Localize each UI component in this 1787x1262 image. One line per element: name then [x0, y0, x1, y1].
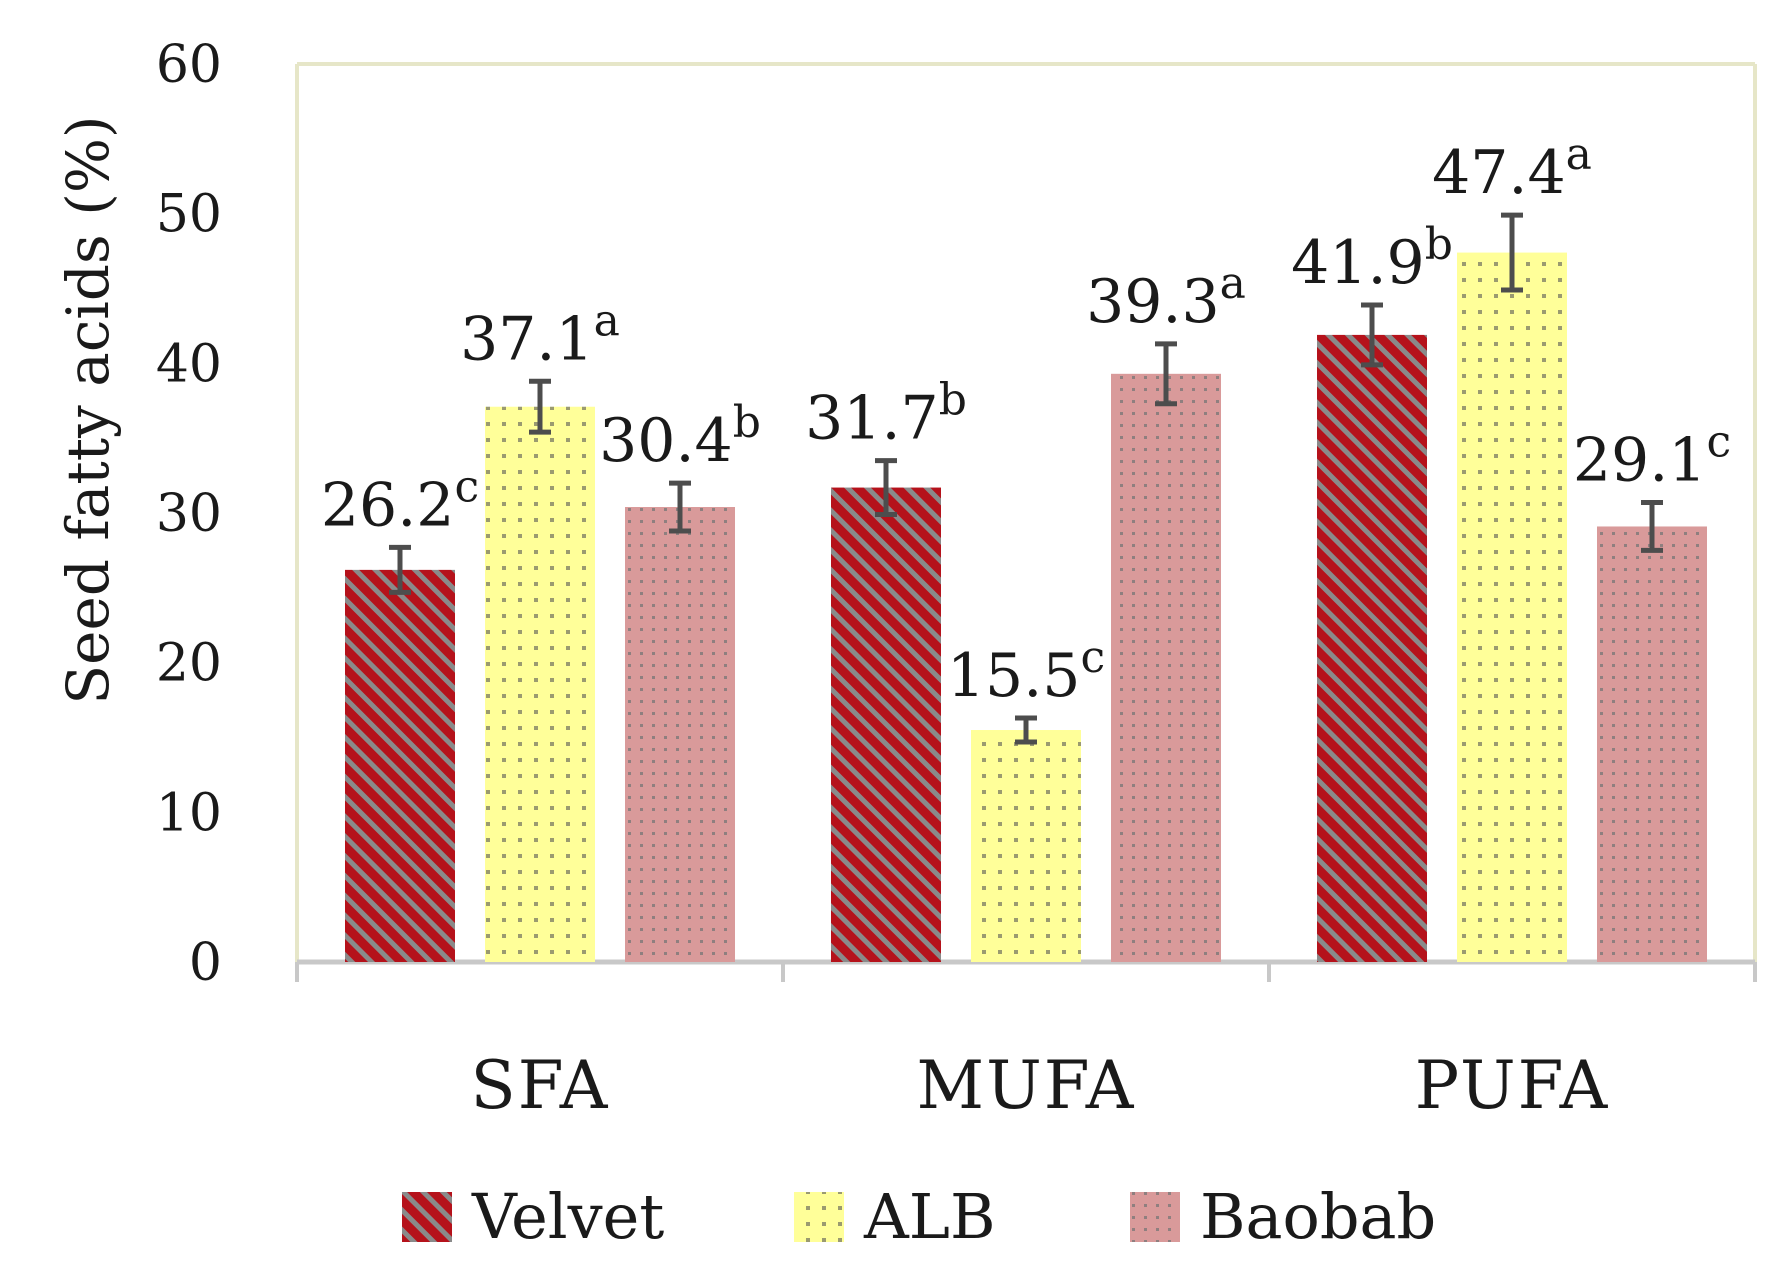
legend-item-baobab: Baobab — [1130, 1180, 1436, 1253]
data-label-baobab-pufa: 29.1c — [1573, 417, 1731, 496]
error-bar-alb-pufa — [1501, 212, 1523, 293]
bar-baobab-sfa — [625, 507, 735, 962]
bar-alb-mufa — [971, 730, 1081, 962]
error-bar-baobab-sfa — [669, 480, 691, 534]
error-bar-baobab-mufa — [1155, 341, 1177, 407]
legend-swatch-velvet — [402, 1192, 452, 1242]
bar-baobab-pufa — [1597, 526, 1707, 962]
y-tick-label-10: 10 — [156, 783, 222, 843]
data-label-velvet-mufa: 31.7b — [805, 375, 967, 454]
data-label-value: 37.1 — [460, 304, 594, 374]
data-label-letter: a — [594, 295, 620, 346]
data-label-velvet-sfa: 26.2c — [321, 461, 479, 540]
data-label-velvet-pufa: 41.9b — [1291, 219, 1453, 298]
data-label-alb-pufa: 47.4a — [1432, 129, 1592, 208]
data-label-value: 30.4 — [599, 406, 733, 476]
data-label-value: 29.1 — [1573, 426, 1707, 496]
data-label-baobab-mufa: 39.3a — [1086, 258, 1246, 337]
legend-label-alb: ALB — [863, 1180, 996, 1253]
category-labels: SFA MUFA PUFA — [471, 1047, 1610, 1124]
data-label-baobab-sfa: 30.4b — [599, 397, 761, 476]
data-label-letter: a — [1220, 258, 1246, 309]
bar-velvet-sfa — [345, 569, 455, 962]
legend: Velvet ALB Baobab — [402, 1180, 1436, 1253]
legend-label-baobab: Baobab — [1200, 1180, 1436, 1253]
category-label-pufa: PUFA — [1415, 1047, 1610, 1124]
error-bar-velvet-sfa — [389, 544, 411, 595]
y-tick-label-30: 30 — [156, 484, 222, 544]
data-label-value: 39.3 — [1086, 267, 1220, 337]
error-bar-alb-sfa — [529, 378, 551, 435]
legend-item-alb: ALB — [794, 1180, 996, 1253]
data-label-letter: b — [733, 397, 761, 448]
data-label-value: 26.2 — [321, 470, 455, 540]
y-tick-label-60: 60 — [156, 35, 222, 95]
y-tick-label-0: 0 — [189, 933, 222, 993]
y-tick-label-20: 20 — [156, 634, 222, 694]
legend-swatch-alb — [794, 1192, 844, 1242]
data-label-alb-sfa: 37.1a — [460, 295, 620, 374]
bar-velvet-pufa — [1317, 334, 1427, 962]
bar-baobab-mufa — [1111, 373, 1221, 962]
category-label-sfa: SFA — [471, 1047, 610, 1124]
legend-swatch-baobab — [1130, 1192, 1180, 1242]
y-axis-ticks: 0 10 20 30 40 50 60 — [156, 35, 222, 993]
data-label-value: 31.7 — [805, 384, 939, 454]
category-label-mufa: MUFA — [917, 1047, 1136, 1124]
error-bar-velvet-mufa — [875, 458, 897, 517]
legend-label-velvet: Velvet — [471, 1180, 664, 1253]
error-bars — [389, 212, 1663, 745]
error-bar-baobab-pufa — [1641, 500, 1663, 553]
error-bar-alb-mufa — [1015, 715, 1037, 745]
data-label-value: 41.9 — [1291, 228, 1425, 298]
y-tick-label-40: 40 — [156, 334, 222, 394]
data-label-value: 47.4 — [1432, 138, 1566, 208]
data-label-letter: b — [1425, 219, 1453, 270]
data-label-letter: c — [454, 461, 479, 512]
bar-alb-pufa — [1457, 252, 1567, 962]
bar-alb-sfa — [485, 406, 595, 962]
error-bar-velvet-pufa — [1361, 302, 1383, 368]
bars — [345, 252, 1707, 962]
data-label-value: 15.5 — [947, 641, 1081, 711]
data-label-letter: b — [939, 375, 967, 426]
y-axis-title: Seed fatty acids (%) — [54, 115, 122, 704]
data-label-letter: c — [1080, 632, 1105, 683]
data-label-alb-mufa: 15.5c — [947, 632, 1105, 711]
y-tick-label-50: 50 — [156, 185, 222, 245]
data-label-letter: a — [1566, 129, 1592, 180]
bar-velvet-mufa — [831, 487, 941, 962]
data-label-letter: c — [1706, 417, 1731, 468]
legend-item-velvet: Velvet — [402, 1180, 664, 1253]
